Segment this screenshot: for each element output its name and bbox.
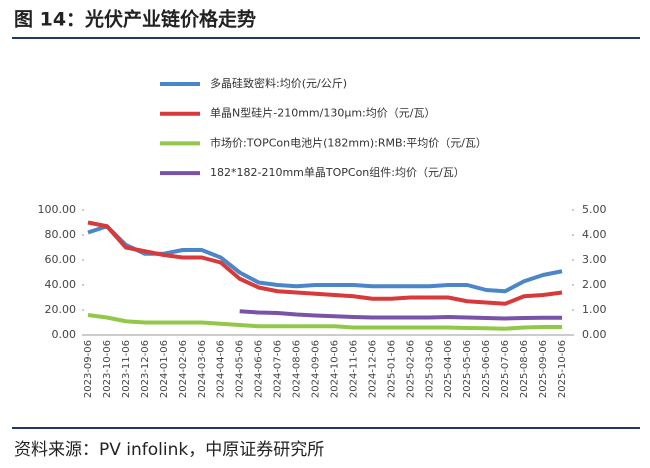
x-tick-label: 2025-10-06 bbox=[557, 340, 568, 398]
y2-tick-label: 4.00 bbox=[582, 228, 607, 241]
x-tick-label: 2024-02-06 bbox=[178, 340, 189, 398]
series-line bbox=[239, 309, 562, 321]
y-tick-label: 0.00 bbox=[52, 328, 77, 341]
x-tick-label: 2024-08-06 bbox=[292, 340, 303, 398]
x-tick-label: 2025-08-06 bbox=[519, 340, 530, 398]
y2-tick-label: 5.00 bbox=[582, 203, 607, 216]
x-tick-label: 2024-05-06 bbox=[235, 340, 246, 398]
chart-title: 图 14：光伏产业链价格走势 bbox=[14, 8, 256, 31]
x-tick-label: 2023-09-06 bbox=[83, 340, 94, 398]
x-tick-label: 2023-10-06 bbox=[102, 340, 113, 398]
x-tick-label: 2024-03-06 bbox=[197, 340, 208, 398]
x-tick-label: 2024-12-06 bbox=[367, 340, 378, 398]
legend-label: 多晶硅致密料:均价(元/公斤) bbox=[210, 76, 347, 90]
y2-tick-label: 2.00 bbox=[582, 278, 607, 291]
x-tick-label: 2023-12-06 bbox=[140, 340, 151, 398]
x-tick-label: 2024-04-06 bbox=[216, 340, 227, 398]
x-tick-label: 2025-09-06 bbox=[538, 340, 549, 398]
x-tick-label: 2024-07-06 bbox=[273, 340, 284, 398]
y-tick-label: 40.00 bbox=[45, 278, 77, 291]
series-line bbox=[87, 224, 563, 294]
x-tick-label: 2024-06-06 bbox=[254, 340, 265, 398]
x-tick-label: 2024-09-06 bbox=[311, 340, 322, 398]
y-tick-label: 60.00 bbox=[45, 253, 77, 266]
y2-tick-label: 1.00 bbox=[582, 303, 607, 316]
x-tick-label: 2025-01-06 bbox=[386, 340, 397, 398]
x-tick-label: 2025-03-06 bbox=[424, 340, 435, 398]
series-line bbox=[87, 220, 563, 306]
x-tick-label: 2024-11-06 bbox=[348, 340, 359, 398]
x-tick-label: 2025-04-06 bbox=[443, 340, 454, 398]
source: 资料来源：PV infolink，中原证券研究所 bbox=[14, 440, 324, 460]
legend-label: 单晶N型硅片-210mm/130μm:均价（元/瓦） bbox=[210, 106, 435, 120]
y-tick-label: 80.00 bbox=[45, 228, 77, 241]
x-tick-label: 2025-06-06 bbox=[481, 340, 492, 398]
x-tick-label: 2024-01-06 bbox=[159, 340, 170, 398]
x-tick-label: 2025-05-06 bbox=[462, 340, 473, 398]
series-line bbox=[87, 313, 562, 331]
x-tick-label: 2023-11-06 bbox=[121, 340, 132, 398]
legend-label: 182*182-210mm单晶TOPCon组件:均价（元/瓦） bbox=[210, 165, 465, 179]
x-tick-label: 2025-07-06 bbox=[500, 340, 511, 398]
y-tick-label: 100.00 bbox=[38, 203, 77, 216]
x-tick-label: 2024-10-06 bbox=[329, 340, 340, 398]
x-tick-label: 2025-02-06 bbox=[405, 340, 416, 398]
y-tick-label: 20.00 bbox=[45, 303, 77, 316]
legend-label: 市场价:TOPCon电池片(182mm):RMB:平均价（元/瓦） bbox=[210, 135, 487, 149]
y2-tick-label: 3.00 bbox=[582, 253, 607, 266]
y2-tick-label: 0.00 bbox=[582, 328, 607, 341]
